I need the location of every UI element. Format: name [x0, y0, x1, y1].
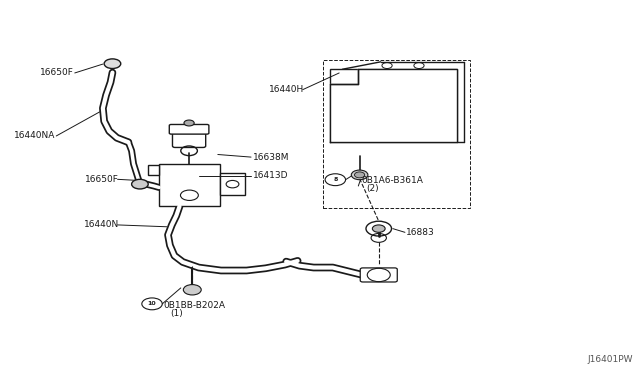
Text: 16440N: 16440N: [84, 221, 119, 230]
Text: (1): (1): [170, 310, 182, 318]
Text: 0B1A6-B361A: 0B1A6-B361A: [362, 176, 424, 185]
Circle shape: [183, 285, 201, 295]
Circle shape: [104, 59, 121, 68]
Circle shape: [372, 225, 385, 232]
Polygon shape: [330, 69, 458, 141]
Circle shape: [184, 120, 194, 126]
FancyBboxPatch shape: [170, 125, 209, 134]
Text: 16883: 16883: [406, 228, 435, 237]
Text: 10: 10: [148, 301, 156, 307]
Text: 16413D: 16413D: [253, 171, 289, 180]
Text: 0B1BB-B202A: 0B1BB-B202A: [164, 301, 225, 310]
Text: (2): (2): [366, 185, 379, 193]
Text: 16650F: 16650F: [40, 68, 74, 77]
Circle shape: [132, 179, 148, 189]
Text: J16401PW: J16401PW: [588, 355, 633, 364]
Bar: [323, 60, 470, 208]
FancyBboxPatch shape: [360, 268, 397, 282]
Text: 16440NA: 16440NA: [13, 131, 55, 141]
Text: 16650F: 16650F: [85, 175, 119, 184]
Circle shape: [351, 170, 368, 180]
Bar: [220, 173, 245, 195]
FancyBboxPatch shape: [173, 127, 205, 147]
Bar: [159, 164, 220, 206]
Bar: [330, 69, 458, 141]
Text: 16638M: 16638M: [253, 153, 289, 161]
Circle shape: [355, 172, 365, 178]
Text: 8: 8: [333, 177, 337, 182]
Text: 16440H: 16440H: [269, 85, 304, 94]
Bar: [148, 164, 159, 175]
